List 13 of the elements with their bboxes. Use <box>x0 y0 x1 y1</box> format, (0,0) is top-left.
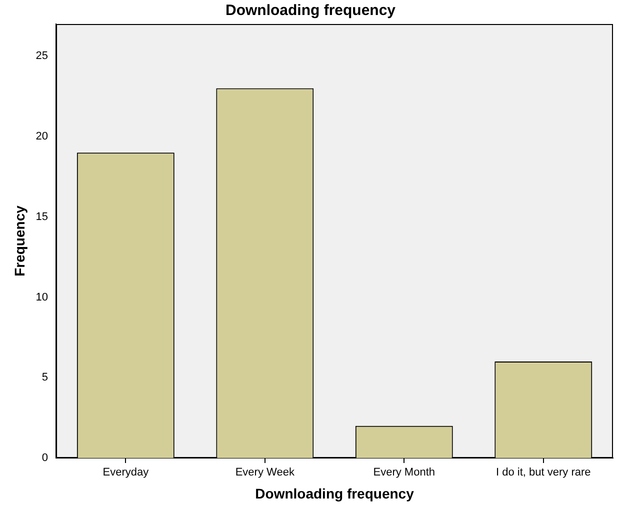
y-tick-label: 20 <box>36 130 48 143</box>
y-tick-label: 5 <box>42 372 48 384</box>
y-tick-label: 25 <box>36 50 48 62</box>
y-axis-title: Frequency <box>11 205 28 276</box>
x-tick-label: Everyday <box>102 466 150 479</box>
chart-title: Downloading frequency <box>225 2 396 20</box>
x-axis-title: Downloading frequency <box>255 485 414 502</box>
y-tick-label: 15 <box>36 210 48 223</box>
x-tick-label: Every Week <box>235 466 295 479</box>
x-tick-label: Every Month <box>373 466 436 479</box>
y-tick-label: 10 <box>36 291 48 304</box>
x-tick-label: I do it, but very rare <box>496 466 591 479</box>
y-tick-label: 0 <box>42 452 48 464</box>
